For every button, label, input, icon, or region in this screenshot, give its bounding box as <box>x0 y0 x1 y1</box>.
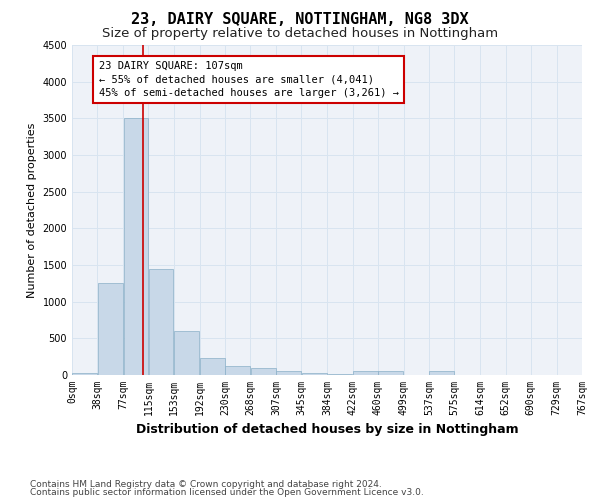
Bar <box>149 268 173 375</box>
Bar <box>124 118 148 375</box>
Bar <box>174 331 199 375</box>
Text: Contains public sector information licensed under the Open Government Licence v3: Contains public sector information licen… <box>30 488 424 497</box>
Text: 23 DAIRY SQUARE: 107sqm
← 55% of detached houses are smaller (4,041)
45% of semi: 23 DAIRY SQUARE: 107sqm ← 55% of detache… <box>98 61 398 98</box>
Y-axis label: Number of detached properties: Number of detached properties <box>27 122 37 298</box>
Bar <box>378 372 403 375</box>
Bar <box>302 373 327 375</box>
X-axis label: Distribution of detached houses by size in Nottingham: Distribution of detached houses by size … <box>136 424 518 436</box>
Bar <box>73 373 97 375</box>
Bar <box>225 366 250 375</box>
Text: Size of property relative to detached houses in Nottingham: Size of property relative to detached ho… <box>102 28 498 40</box>
Text: 23, DAIRY SQUARE, NOTTINGHAM, NG8 3DX: 23, DAIRY SQUARE, NOTTINGHAM, NG8 3DX <box>131 12 469 28</box>
Bar <box>353 372 377 375</box>
Bar <box>200 358 224 375</box>
Text: Contains HM Land Registry data © Crown copyright and database right 2024.: Contains HM Land Registry data © Crown c… <box>30 480 382 489</box>
Bar <box>251 368 276 375</box>
Bar <box>98 284 123 375</box>
Bar <box>277 370 301 375</box>
Bar <box>430 372 454 375</box>
Bar <box>328 374 352 375</box>
